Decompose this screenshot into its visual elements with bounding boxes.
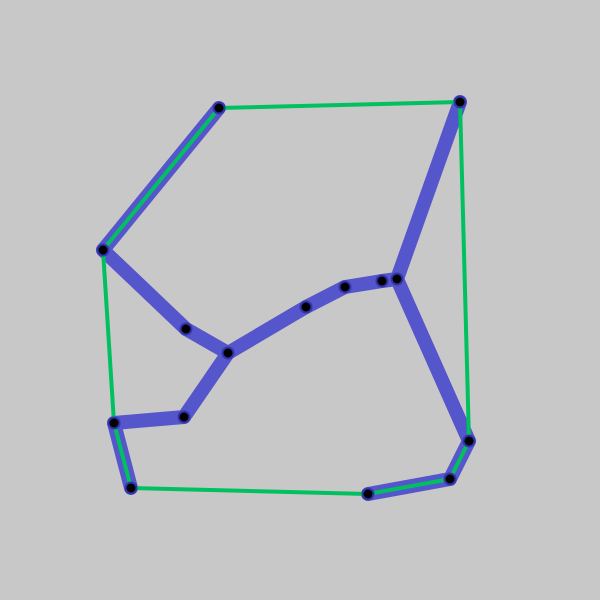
node-n10 (177, 410, 191, 424)
thick-edge-n6-n7 (299, 280, 352, 314)
node-n3 (96, 243, 110, 257)
thin-edge-n2-n15 (458, 100, 471, 443)
thin-edge-n11-n3 (101, 248, 116, 425)
thick-edge-n5-n10 (177, 346, 235, 424)
node-layer (96, 95, 476, 501)
thick-edge-n3-n4 (96, 243, 193, 336)
thin-edge-layer (101, 100, 471, 496)
node-n1 (212, 101, 226, 115)
node-n7 (338, 280, 352, 294)
thin-edge-n12-n11 (112, 421, 133, 490)
thick-edge-n9-n15 (390, 272, 476, 448)
node-n8 (375, 274, 389, 288)
thin-edge-n15-n14 (448, 439, 471, 481)
node-n9 (390, 272, 404, 286)
node-n4 (179, 322, 193, 336)
thick-edge-n5-n6 (221, 300, 313, 360)
node-n15 (462, 434, 476, 448)
thin-edge-n3-n1 (101, 106, 221, 252)
thin-edge-n14-n13 (366, 477, 452, 496)
node-n2 (453, 95, 467, 109)
thin-edge-n13-n12 (129, 486, 370, 496)
thick-edge-n9-n2 (390, 95, 467, 286)
thick-edge-n4-n5 (179, 322, 235, 360)
thick-edge-n10-n11 (107, 410, 191, 430)
node-n5 (221, 346, 235, 360)
thin-edge-n1-n2 (217, 100, 462, 110)
node-n12 (124, 481, 138, 495)
node-n6 (299, 300, 313, 314)
node-n13 (361, 487, 375, 501)
node-n14 (443, 472, 457, 486)
node-n11 (107, 416, 121, 430)
